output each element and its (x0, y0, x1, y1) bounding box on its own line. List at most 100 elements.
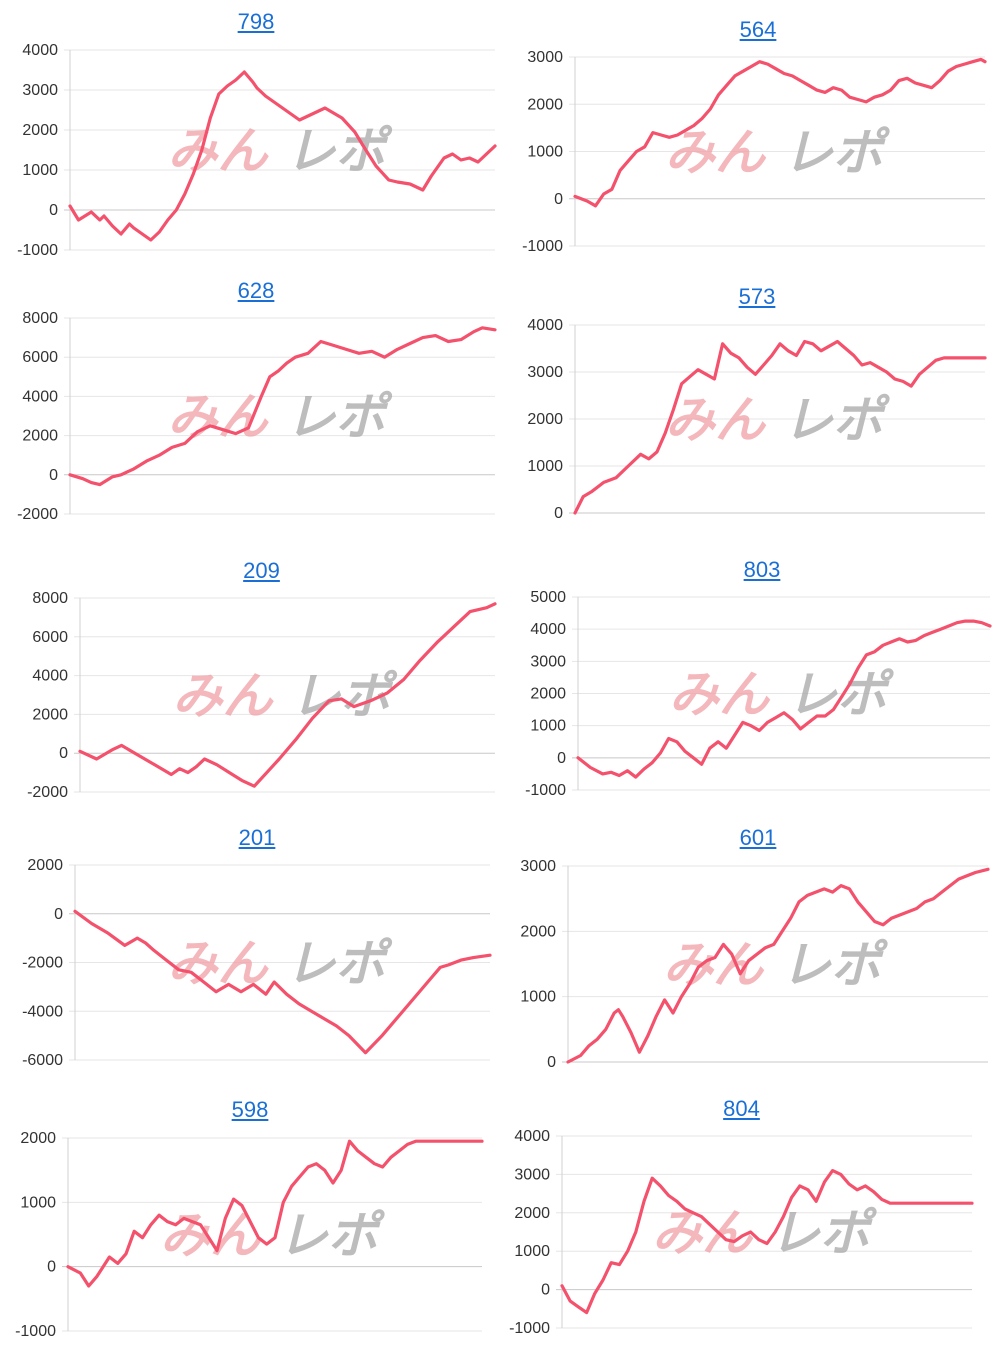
chart-title-link[interactable]: 601 (739, 825, 777, 850)
y-tick-label: 2000 (527, 96, 563, 113)
y-tick-label: 0 (59, 745, 68, 762)
y-tick-label: 2000 (32, 706, 68, 723)
chart-title-link[interactable]: 798 (237, 9, 275, 34)
y-tick-label: 1000 (514, 1243, 550, 1260)
chart-title-link[interactable]: 564 (739, 17, 777, 42)
y-tick-label: 4000 (22, 388, 58, 405)
y-tick-label: 0 (547, 1054, 556, 1071)
chart-panel: -1000 0 1000 2000 みん レポ 598 (0, 1096, 500, 1352)
y-tick-label: 0 (47, 1259, 56, 1276)
y-tick-label: -1000 (525, 782, 566, 799)
chart-panel: -1000 0 1000 2000 3000 4000 みん レポ 804 (500, 1095, 1000, 1352)
y-tick-label: 0 (557, 750, 566, 767)
watermark-logo-red: みん (160, 1207, 262, 1265)
watermark-logo-red: みん (168, 935, 270, 993)
series-line (566, 867, 990, 1064)
y-tick-label: -1000 (15, 1323, 56, 1340)
watermark-logo-red: みん (669, 666, 771, 724)
y-tick-label: 2000 (22, 428, 58, 445)
y-tick-label: 2000 (520, 923, 556, 940)
y-tick-label: 1000 (20, 1194, 56, 1211)
y-tick-label: 0 (554, 505, 563, 522)
watermark-logo-gray: レポ (278, 1207, 386, 1265)
chart-title-link[interactable]: 209 (243, 558, 280, 583)
y-tick-label: 3000 (520, 858, 556, 875)
chart-svg: -1000 0 1000 2000 3000 4000 みん レポ (17, 42, 497, 259)
chart-svg: -1000 0 1000 2000 3000 4000 みん レポ (509, 1128, 974, 1337)
y-tick-label: 2000 (27, 857, 63, 874)
y-tick-label: 5000 (530, 589, 566, 606)
chart-svg: -6000 -4000 -2000 0 2000 みん レポ (22, 857, 492, 1069)
y-tick-label: 3000 (22, 82, 58, 99)
watermark-logo-gray: レポ (787, 666, 895, 724)
series-line (573, 57, 987, 208)
watermark-logo-red: みん (665, 391, 767, 449)
y-tick-label: -2000 (17, 506, 58, 523)
y-tick-label: 1000 (22, 162, 58, 179)
y-tick-label: 8000 (32, 590, 68, 607)
y-tick-label: 1000 (527, 458, 563, 475)
chart-svg: 0 1000 2000 3000 4000 みん レポ (527, 317, 987, 522)
y-tick-label: 3000 (514, 1166, 550, 1183)
y-tick-label: 6000 (22, 349, 58, 366)
chart-panel: -1000 0 1000 2000 3000 みん レポ 564 (500, 16, 1000, 270)
chart-svg: -1000 0 1000 2000 みん レポ (15, 1130, 484, 1340)
watermark-logo-gray: レポ (770, 1204, 878, 1262)
chart-panel: -1000 0 1000 2000 3000 4000 みん レポ 798 (0, 8, 500, 270)
y-tick-label: 2000 (527, 411, 563, 428)
y-tick-label: 1000 (527, 144, 563, 161)
series-line (66, 1139, 484, 1288)
watermark-logo-red: みん (663, 936, 765, 994)
y-tick-label: -2000 (27, 784, 68, 801)
y-tick-label: 1000 (530, 718, 566, 735)
series-line (68, 326, 497, 487)
y-tick-label: 8000 (22, 310, 58, 327)
y-tick-label: 0 (49, 202, 58, 219)
series-line (68, 70, 497, 242)
chart-title-link[interactable]: 628 (237, 278, 275, 303)
y-tick-label: 0 (54, 906, 63, 923)
watermark-logo-red: みん (173, 667, 275, 725)
y-tick-label: -2000 (22, 955, 63, 972)
series-line (576, 619, 992, 779)
y-tick-label: 4000 (527, 317, 563, 334)
chart-panel: 0 1000 2000 3000 みん レポ 601 (500, 824, 1000, 1092)
chart-panel: -1000 0 1000 2000 3000 4000 5000 みん レポ 803 (500, 556, 1000, 820)
y-tick-label: -1000 (522, 238, 563, 255)
y-tick-label: 4000 (514, 1128, 550, 1145)
chart-title-link[interactable]: 598 (231, 1097, 269, 1122)
y-tick-label: 4000 (32, 668, 68, 685)
watermark-logo-red: みん (652, 1204, 754, 1262)
y-tick-label: 0 (49, 467, 58, 484)
chart-panel: -2000 0 2000 4000 6000 8000 みん レポ 209 (0, 557, 500, 820)
watermark-logo-gray: レポ (783, 391, 891, 449)
series-line (73, 909, 492, 1055)
watermark-logo-gray: レポ (781, 936, 889, 994)
chart-title-link[interactable]: 201 (238, 825, 276, 850)
watermark-logo-gray: レポ (286, 388, 394, 446)
chart-panel: 0 1000 2000 3000 4000 みん レポ 573 (500, 283, 1000, 542)
chart-svg: 0 1000 2000 3000 みん レポ (520, 858, 990, 1071)
y-tick-label: -1000 (17, 242, 58, 259)
watermark-logo-red: みん (168, 122, 270, 180)
y-tick-label: -4000 (22, 1003, 63, 1020)
y-tick-label: -6000 (22, 1052, 63, 1069)
chart-title-link[interactable]: 804 (723, 1096, 760, 1121)
y-tick-label: 4000 (530, 621, 566, 638)
y-tick-label: 2000 (530, 686, 566, 703)
y-tick-label: 3000 (527, 364, 563, 381)
y-tick-label: 0 (554, 191, 563, 208)
y-tick-label: 6000 (32, 629, 68, 646)
y-tick-label: 0 (541, 1282, 550, 1299)
series-line (560, 1169, 974, 1315)
series-line (78, 602, 497, 788)
series-line (573, 339, 987, 515)
chart-panel: -2000 0 2000 4000 6000 8000 みん レポ 628 (0, 277, 500, 542)
chart-title-link[interactable]: 573 (738, 284, 776, 309)
y-tick-label: 2000 (20, 1130, 56, 1147)
chart-title-link[interactable]: 803 (743, 557, 781, 582)
y-tick-label: 2000 (22, 122, 58, 139)
